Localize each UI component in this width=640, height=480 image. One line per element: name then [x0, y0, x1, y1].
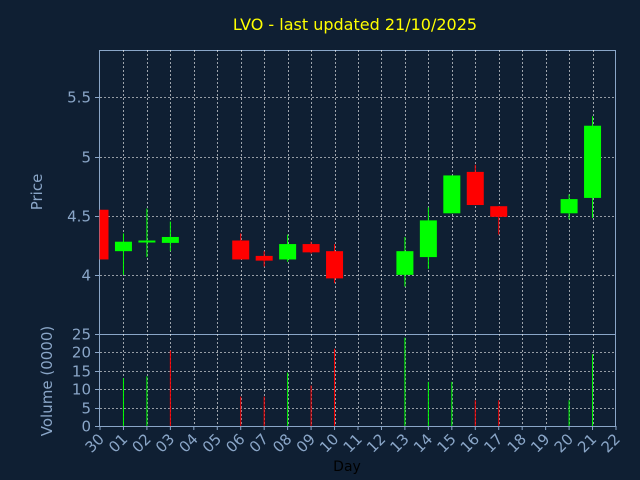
- volume-bars: [122, 337, 594, 426]
- x-tick-label: 05: [199, 430, 225, 456]
- volume-tick-label: 5: [81, 400, 91, 418]
- x-tick-label: 18: [504, 430, 530, 456]
- x-tick-label: 15: [433, 430, 459, 456]
- price-tick-label: 4: [81, 267, 91, 285]
- candle-body: [443, 175, 461, 214]
- x-axis-label: Day: [333, 459, 361, 475]
- volume-tick-label: 25: [72, 326, 91, 344]
- price-tick-label: 5.5: [67, 89, 91, 107]
- x-tick-label: 19: [527, 430, 553, 456]
- volume-tick-label: 20: [72, 344, 91, 362]
- x-axis-ticks: 3001020304050607080910111213141516171819…: [82, 426, 624, 456]
- x-tick-label: 16: [457, 430, 483, 456]
- x-tick-label: 09: [293, 430, 319, 456]
- volume-axis-label: Volume (0000): [38, 326, 56, 436]
- price-axis-label: Price: [28, 174, 46, 211]
- candles: [99, 116, 602, 287]
- candle-body: [396, 251, 414, 275]
- volume-tick-label: 0: [81, 418, 91, 436]
- candle-body: [302, 244, 320, 253]
- candle-body: [279, 244, 297, 260]
- price-tick-label: 4.5: [67, 208, 91, 226]
- x-tick-label: 21: [574, 430, 600, 456]
- candle-body: [100, 209, 109, 260]
- candle-body: [114, 241, 132, 252]
- x-tick-label: 14: [410, 430, 436, 456]
- candle-body: [560, 199, 578, 214]
- x-tick-label: 06: [222, 430, 248, 456]
- price-grid: [100, 50, 616, 334]
- x-tick-label: 13: [387, 430, 413, 456]
- x-tick-label: 17: [480, 430, 506, 456]
- x-tick-label: 22: [598, 430, 624, 456]
- candle-body: [326, 251, 344, 279]
- candle-body: [161, 236, 179, 243]
- candle-body: [255, 255, 273, 261]
- candle-body: [466, 171, 484, 206]
- x-tick-label: 12: [363, 430, 389, 456]
- x-tick-label: 10: [316, 430, 342, 456]
- x-tick-label: 04: [175, 430, 201, 456]
- volume-plot-frame: [99, 334, 616, 427]
- x-tick-label: 03: [152, 430, 178, 456]
- x-tick-label: 11: [340, 430, 366, 456]
- chart-title: LVO - last updated 21/10/2025: [233, 15, 477, 34]
- volume-tick-label: 15: [72, 363, 91, 381]
- price-plot-frame: [99, 50, 616, 335]
- volume-grid: [100, 334, 616, 426]
- volume-tick-label: 10: [72, 381, 91, 399]
- x-tick-label: 01: [105, 430, 131, 456]
- x-tick-label: 02: [129, 430, 155, 456]
- x-tick-label: 07: [246, 430, 272, 456]
- candle-body: [490, 206, 508, 217]
- price-tick-label: 5: [81, 149, 91, 167]
- price-panel: 4 4.5 5 5.5 Price: [28, 50, 616, 335]
- x-tick-label: 20: [551, 430, 577, 456]
- candle-body: [232, 240, 250, 260]
- x-tick-label: 08: [269, 430, 295, 456]
- candle-body: [138, 240, 156, 243]
- candle-body: [584, 125, 602, 198]
- candle-body: [419, 220, 437, 258]
- price-y-ticks: 4 4.5 5 5.5: [67, 89, 100, 285]
